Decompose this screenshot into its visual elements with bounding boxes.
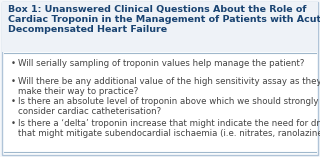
Text: that might mitigate subendocardial ischaemia (i.e. nitrates, ranolazine)?: that might mitigate subendocardial ischa…: [18, 128, 320, 138]
Text: Decompensated Heart Failure: Decompensated Heart Failure: [8, 25, 167, 34]
Text: •: •: [11, 59, 16, 68]
Text: •: •: [11, 119, 16, 128]
Text: •: •: [11, 97, 16, 106]
Text: Is there an absolute level of troponin above which we should strongly: Is there an absolute level of troponin a…: [18, 97, 318, 106]
Text: Is there a ‘delta’ troponin increase that might indicate the need for drugs: Is there a ‘delta’ troponin increase tha…: [18, 119, 320, 128]
FancyBboxPatch shape: [2, 2, 318, 155]
Text: Will there be any additional value of the high sensitivity assay as they: Will there be any additional value of th…: [18, 77, 320, 86]
Text: Will serially sampling of troponin values help manage the patient?: Will serially sampling of troponin value…: [18, 59, 304, 68]
Text: make their way to practice?: make their way to practice?: [18, 87, 138, 95]
Text: Cardiac Troponin in the Management of Patients with Acute: Cardiac Troponin in the Management of Pa…: [8, 15, 320, 24]
Bar: [2, 2, 318, 52]
Text: •: •: [11, 77, 16, 86]
Text: consider cardiac catheterisation?: consider cardiac catheterisation?: [18, 106, 161, 116]
Text: Box 1: Unanswered Clinical Questions About the Role of: Box 1: Unanswered Clinical Questions Abo…: [8, 5, 307, 14]
